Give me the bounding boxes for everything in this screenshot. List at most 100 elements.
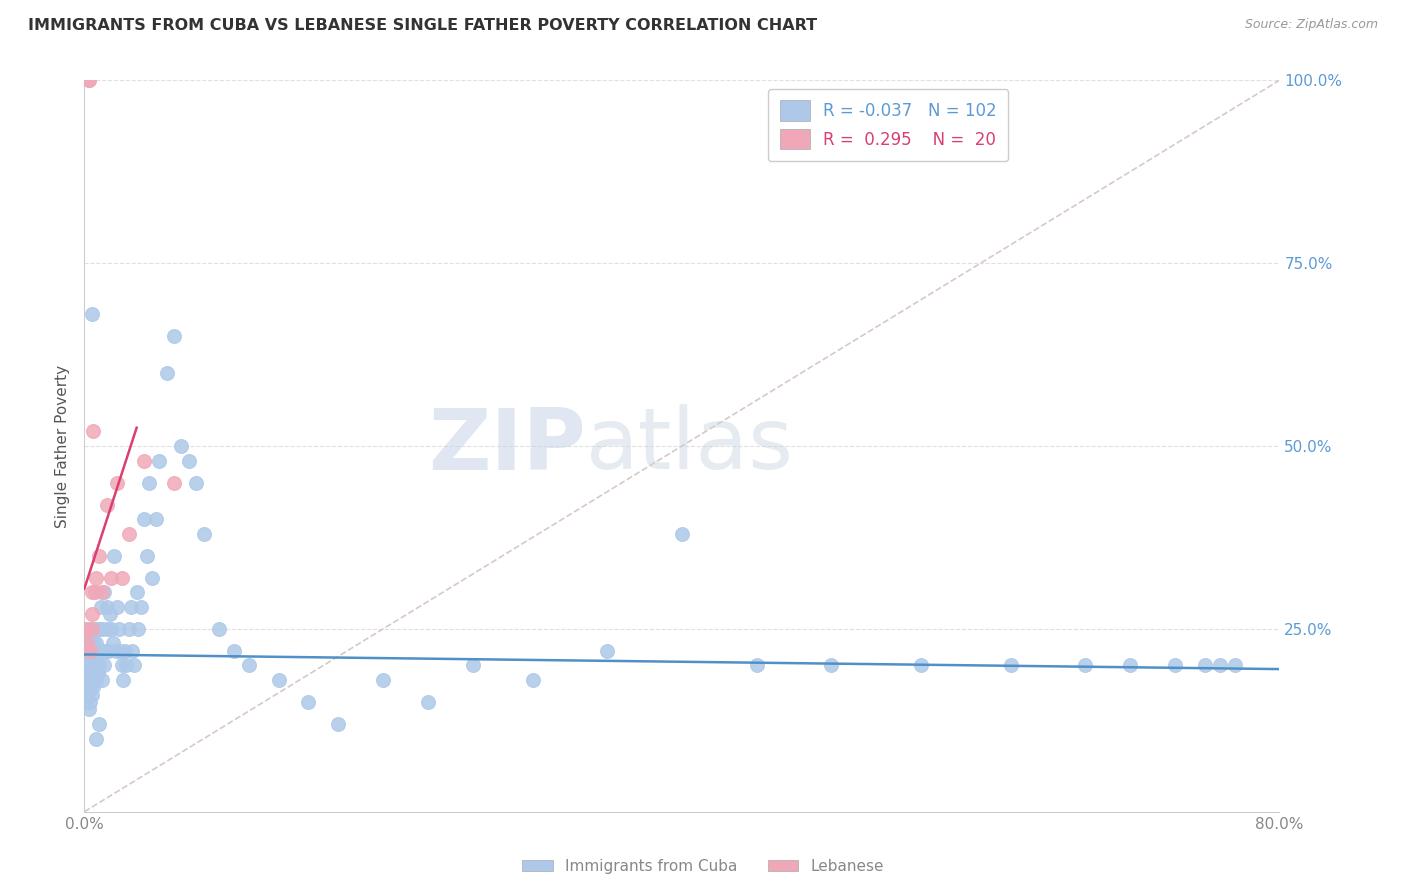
Point xyxy=(79,651,101,665)
Point xyxy=(136,549,159,563)
Y-axis label: Single Father Poverty: Single Father Poverty xyxy=(55,365,70,527)
Point xyxy=(238,658,260,673)
Point xyxy=(138,475,160,490)
Point xyxy=(1194,658,1216,673)
Point xyxy=(373,673,395,687)
Point xyxy=(83,658,105,673)
Point xyxy=(87,644,110,658)
Point xyxy=(89,622,111,636)
Point xyxy=(132,453,156,467)
Point xyxy=(127,622,149,636)
Point xyxy=(1209,658,1232,673)
Point xyxy=(105,475,128,490)
Point xyxy=(101,636,124,650)
Point xyxy=(141,571,163,585)
Point xyxy=(111,571,134,585)
Point xyxy=(82,636,104,650)
Point xyxy=(91,622,114,636)
Point xyxy=(80,307,103,321)
Point xyxy=(1164,658,1187,673)
Point xyxy=(114,644,136,658)
Point xyxy=(79,681,101,695)
Point xyxy=(820,658,842,673)
Point xyxy=(193,526,215,541)
Point xyxy=(1119,658,1142,673)
Point xyxy=(80,658,103,673)
Point xyxy=(170,439,193,453)
Point xyxy=(121,644,143,658)
Point xyxy=(76,688,98,702)
Point xyxy=(90,644,112,658)
Point xyxy=(1223,658,1246,673)
Point xyxy=(83,622,105,636)
Legend: R = -0.037   N = 102, R =  0.295    N =  20: R = -0.037 N = 102, R = 0.295 N = 20 xyxy=(768,88,1008,161)
Point xyxy=(222,644,245,658)
Point xyxy=(83,644,105,658)
Point xyxy=(118,622,141,636)
Point xyxy=(745,658,768,673)
Point xyxy=(112,673,135,687)
Point xyxy=(98,607,121,622)
Point xyxy=(910,658,932,673)
Point xyxy=(104,644,127,658)
Point xyxy=(267,673,290,687)
Point xyxy=(80,644,103,658)
Point xyxy=(82,651,104,665)
Point xyxy=(77,702,100,716)
Point xyxy=(120,599,142,614)
Point xyxy=(77,73,100,87)
Point xyxy=(115,658,138,673)
Point xyxy=(155,366,177,380)
Point xyxy=(75,658,97,673)
Point xyxy=(328,717,350,731)
Point xyxy=(79,665,101,680)
Point xyxy=(1000,658,1022,673)
Point xyxy=(75,622,97,636)
Point xyxy=(132,512,156,526)
Point xyxy=(208,622,231,636)
Point xyxy=(145,512,167,526)
Point xyxy=(416,695,439,709)
Point xyxy=(107,622,129,636)
Point xyxy=(111,658,134,673)
Point xyxy=(76,636,98,650)
Point xyxy=(80,673,103,687)
Point xyxy=(79,695,101,709)
Point xyxy=(77,658,100,673)
Point xyxy=(76,651,98,665)
Point xyxy=(129,599,152,614)
Text: IMMIGRANTS FROM CUBA VS LEBANESE SINGLE FATHER POVERTY CORRELATION CHART: IMMIGRANTS FROM CUBA VS LEBANESE SINGLE … xyxy=(28,18,817,33)
Point xyxy=(79,644,101,658)
Point xyxy=(75,673,97,687)
Point xyxy=(671,526,693,541)
Point xyxy=(94,644,117,658)
Point xyxy=(103,549,125,563)
Point xyxy=(148,453,170,467)
Point xyxy=(100,571,122,585)
Point xyxy=(163,475,186,490)
Point xyxy=(91,585,114,599)
Point xyxy=(89,717,111,731)
Point xyxy=(596,644,619,658)
Point xyxy=(80,607,103,622)
Point xyxy=(80,585,103,599)
Point xyxy=(82,425,104,439)
Point xyxy=(86,571,108,585)
Point xyxy=(89,658,111,673)
Point xyxy=(122,658,145,673)
Point xyxy=(83,585,105,599)
Point xyxy=(76,665,98,680)
Point xyxy=(77,622,100,636)
Point xyxy=(86,673,108,687)
Point xyxy=(186,475,208,490)
Point xyxy=(90,599,112,614)
Point xyxy=(461,658,484,673)
Point xyxy=(86,658,108,673)
Text: Source: ZipAtlas.com: Source: ZipAtlas.com xyxy=(1244,18,1378,31)
Text: ZIP: ZIP xyxy=(429,404,586,488)
Point xyxy=(1074,658,1097,673)
Point xyxy=(96,599,118,614)
Legend: Immigrants from Cuba, Lebanese: Immigrants from Cuba, Lebanese xyxy=(516,853,890,880)
Point xyxy=(86,731,108,746)
Point xyxy=(163,329,186,343)
